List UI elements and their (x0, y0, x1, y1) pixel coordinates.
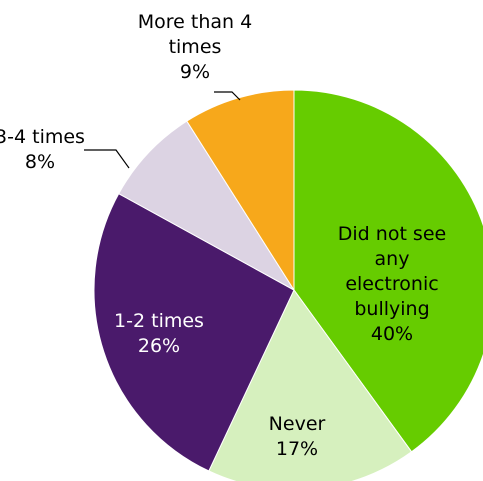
pie-category-label: More than 4 (138, 11, 252, 33)
pie-category-label: any (375, 248, 410, 270)
pie-slice-3-4-times (118, 120, 295, 291)
pie-category-label: bullying (354, 298, 429, 320)
pie-category-label: Never (269, 413, 326, 435)
pie-slice-never (208, 289, 413, 481)
pie-category-label: 1-2 times (114, 310, 204, 332)
pie-slice-did-not-see (293, 89, 483, 453)
pie-value-label: 40% (371, 323, 413, 345)
pie-category-label: electronic (345, 273, 438, 295)
pie-label-did-not-see: Did not see any electronic bullying 40% (338, 223, 446, 345)
pie-value-label: 9% (180, 61, 210, 83)
pie-label-1-2-times: 1-2 times 26% (114, 310, 204, 357)
pie-labels: Did not see any electronic bullying 40% Never… (0, 11, 446, 460)
pie-label-3-4-times: 3-4 times 8% (0, 126, 85, 173)
pie-category-label: 3-4 times (0, 126, 85, 148)
pie-value-label: 8% (25, 151, 55, 173)
pie-value-label: 17% (276, 438, 318, 460)
pie-value-label: 26% (138, 335, 180, 357)
pie-category-label: times (169, 36, 222, 58)
pie-label-more-than-4: More than 4 times 9% (138, 11, 252, 83)
pie-slices (93, 89, 483, 481)
leader-line-more-than-4 (214, 91, 241, 101)
pie-label-never: Never 17% (269, 413, 326, 460)
leader-line-3-4-times (84, 149, 130, 169)
pie-category-label: Did not see (338, 223, 446, 245)
leader-lines (84, 91, 241, 169)
